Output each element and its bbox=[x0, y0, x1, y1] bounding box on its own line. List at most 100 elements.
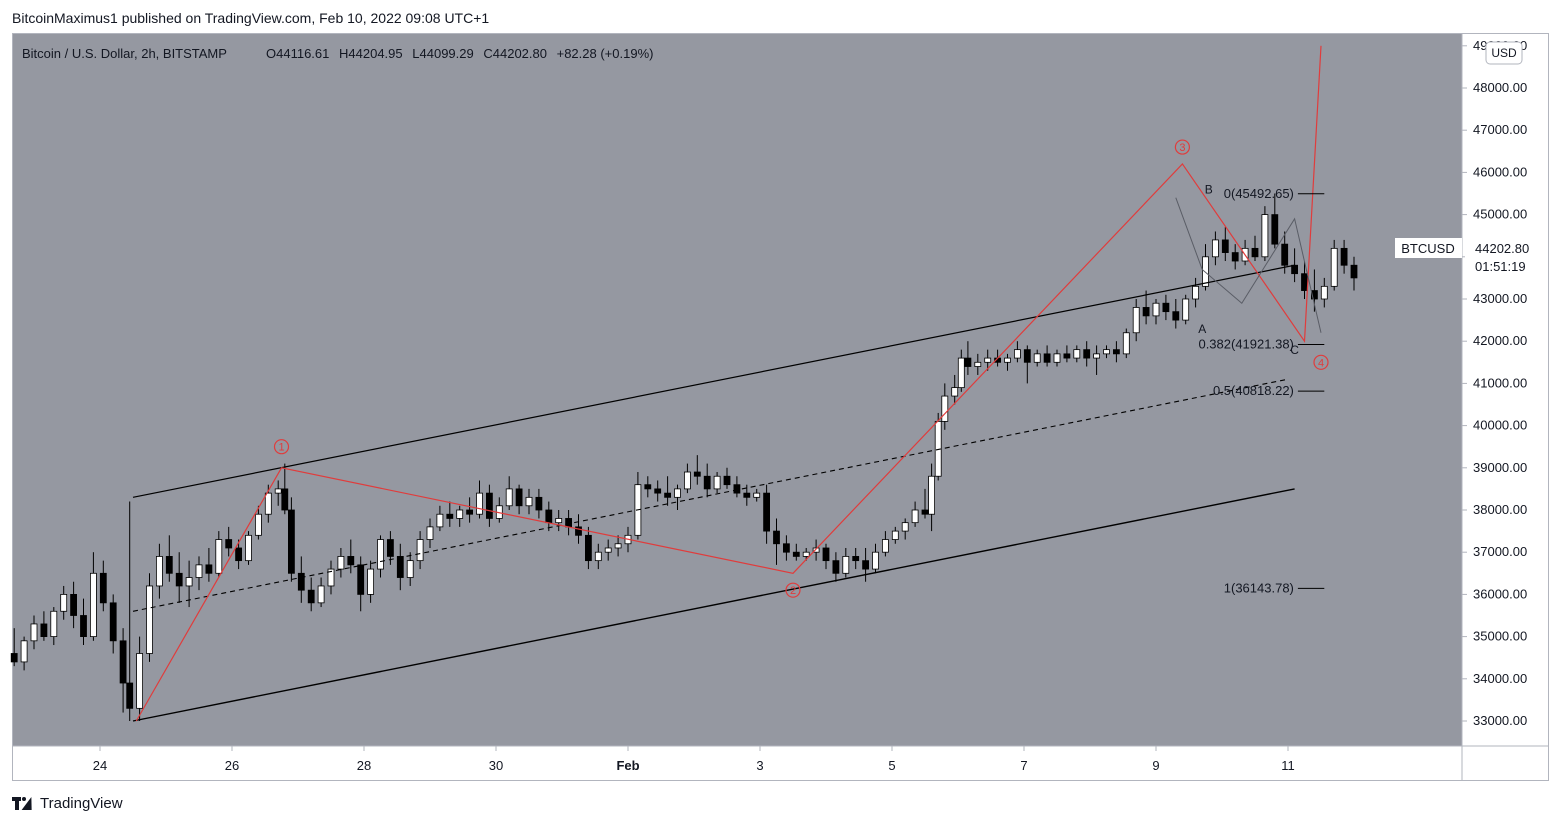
publish-info: BitcoinMaximus1 published on TradingView… bbox=[12, 10, 490, 26]
candle-down bbox=[1231, 252, 1239, 262]
fib-level-label: 0(45492.65) bbox=[1224, 186, 1294, 201]
candle-up bbox=[812, 547, 820, 553]
x-axis: 24 26 28 30 Feb 3 5 7 9 11 bbox=[93, 746, 1295, 773]
wave-label: 3 bbox=[1179, 142, 1185, 154]
wave-label: 2 bbox=[790, 585, 796, 597]
candle-up bbox=[1202, 256, 1209, 287]
ticker-label: BTCUSD bbox=[1401, 241, 1454, 256]
candle-down bbox=[822, 547, 830, 562]
x-tick-label: 5 bbox=[888, 758, 895, 773]
x-tick-label: 26 bbox=[225, 758, 239, 773]
candle-up bbox=[406, 560, 414, 578]
legend-ohlc: O44116.61 H44204.95 L44099.29 C44202.80 … bbox=[266, 46, 653, 61]
candle-down bbox=[1340, 247, 1348, 266]
impulse-wave-line bbox=[135, 45, 1322, 722]
candle-up bbox=[604, 547, 612, 553]
wave-label-circle bbox=[1313, 354, 1329, 370]
candle-up bbox=[1014, 349, 1021, 359]
candle-up bbox=[957, 357, 965, 389]
candle-up bbox=[136, 653, 144, 709]
candle-down bbox=[832, 560, 840, 574]
wave-label: 1 bbox=[278, 442, 284, 454]
y-tick-label: 35000.00 bbox=[1473, 629, 1527, 644]
candle-up bbox=[891, 530, 899, 540]
wave-label-circle bbox=[785, 582, 801, 598]
candle-down bbox=[1221, 239, 1229, 253]
candle-down bbox=[723, 475, 731, 486]
currency-label: USD bbox=[1491, 46, 1517, 60]
wave-label-circle bbox=[273, 439, 290, 455]
y-tick-label: 42000.00 bbox=[1473, 333, 1527, 348]
legend-o-value: 44116.61 bbox=[276, 46, 329, 61]
candle-down bbox=[1172, 311, 1180, 321]
brand-name: TradingView bbox=[40, 795, 123, 812]
candle-down bbox=[225, 539, 233, 549]
candle-down bbox=[119, 640, 127, 684]
candle-up bbox=[614, 543, 622, 549]
candle-down bbox=[165, 556, 173, 574]
footer-brand[interactable]: TradingView bbox=[12, 795, 123, 812]
candle-down bbox=[357, 564, 365, 595]
candles-layer bbox=[10, 193, 1358, 721]
candle-up bbox=[337, 556, 345, 570]
candle-up bbox=[684, 471, 691, 490]
candle-down bbox=[307, 589, 315, 604]
candle-up bbox=[264, 492, 272, 515]
candle-down bbox=[565, 518, 572, 528]
candle-up bbox=[377, 539, 384, 570]
y-tick-label: 37000.00 bbox=[1473, 544, 1527, 559]
candle-up bbox=[155, 556, 163, 587]
x-tick-label: 24 bbox=[93, 758, 107, 773]
candle-up bbox=[555, 518, 563, 524]
candle-up bbox=[274, 488, 282, 494]
legend-c-value: 44202.80 bbox=[493, 46, 547, 61]
candle-up bbox=[941, 395, 949, 422]
candle-up bbox=[872, 551, 879, 570]
legend-h-value: 44204.95 bbox=[348, 46, 402, 61]
candle-down bbox=[1113, 349, 1120, 355]
bar-countdown: 01:51:19 bbox=[1475, 259, 1526, 274]
candle-down bbox=[396, 556, 404, 578]
candle-up bbox=[1122, 332, 1130, 355]
candle-up bbox=[928, 475, 935, 515]
candle-up bbox=[1330, 247, 1338, 287]
y-tick-label: 43000.00 bbox=[1473, 291, 1527, 306]
legend-l-value: 44099.29 bbox=[420, 46, 474, 61]
candle-down bbox=[10, 653, 18, 663]
y-tick-label: 39000.00 bbox=[1473, 460, 1527, 475]
candle-down bbox=[964, 357, 972, 367]
candle-down bbox=[1350, 264, 1358, 279]
candle-down bbox=[773, 530, 780, 545]
candle-down bbox=[297, 572, 305, 591]
x-tick-label: 7 bbox=[1020, 758, 1027, 773]
candle-up bbox=[1053, 353, 1061, 363]
candle-up bbox=[60, 594, 68, 612]
plot-background bbox=[13, 34, 1462, 746]
fib-level-label: 0.382(41921.38) bbox=[1198, 337, 1293, 352]
candle-down bbox=[287, 509, 295, 574]
candle-down bbox=[205, 564, 213, 574]
price-axis-background bbox=[1462, 34, 1548, 746]
candle-down bbox=[515, 488, 523, 507]
tradingview-logo-icon bbox=[12, 796, 37, 811]
candle-up bbox=[50, 610, 58, 638]
candle-down bbox=[1251, 247, 1259, 258]
candle-down bbox=[743, 492, 751, 498]
candle-up bbox=[1212, 239, 1219, 258]
currency-button[interactable] bbox=[1485, 41, 1523, 65]
y-tick-label: 36000.00 bbox=[1473, 586, 1527, 601]
candle-up bbox=[1261, 214, 1269, 258]
candle-down bbox=[281, 488, 289, 511]
candle-up bbox=[1103, 349, 1110, 355]
candle-down bbox=[1291, 264, 1298, 275]
candle-down bbox=[575, 526, 582, 536]
candle-up bbox=[254, 513, 262, 536]
candle-up bbox=[1093, 353, 1100, 359]
candle-up bbox=[416, 539, 424, 562]
candle-down bbox=[664, 492, 671, 498]
y-tick-label: 33000.00 bbox=[1473, 713, 1527, 728]
candle-down bbox=[545, 509, 553, 524]
candle-up bbox=[1182, 298, 1190, 321]
candle-up bbox=[436, 513, 444, 528]
